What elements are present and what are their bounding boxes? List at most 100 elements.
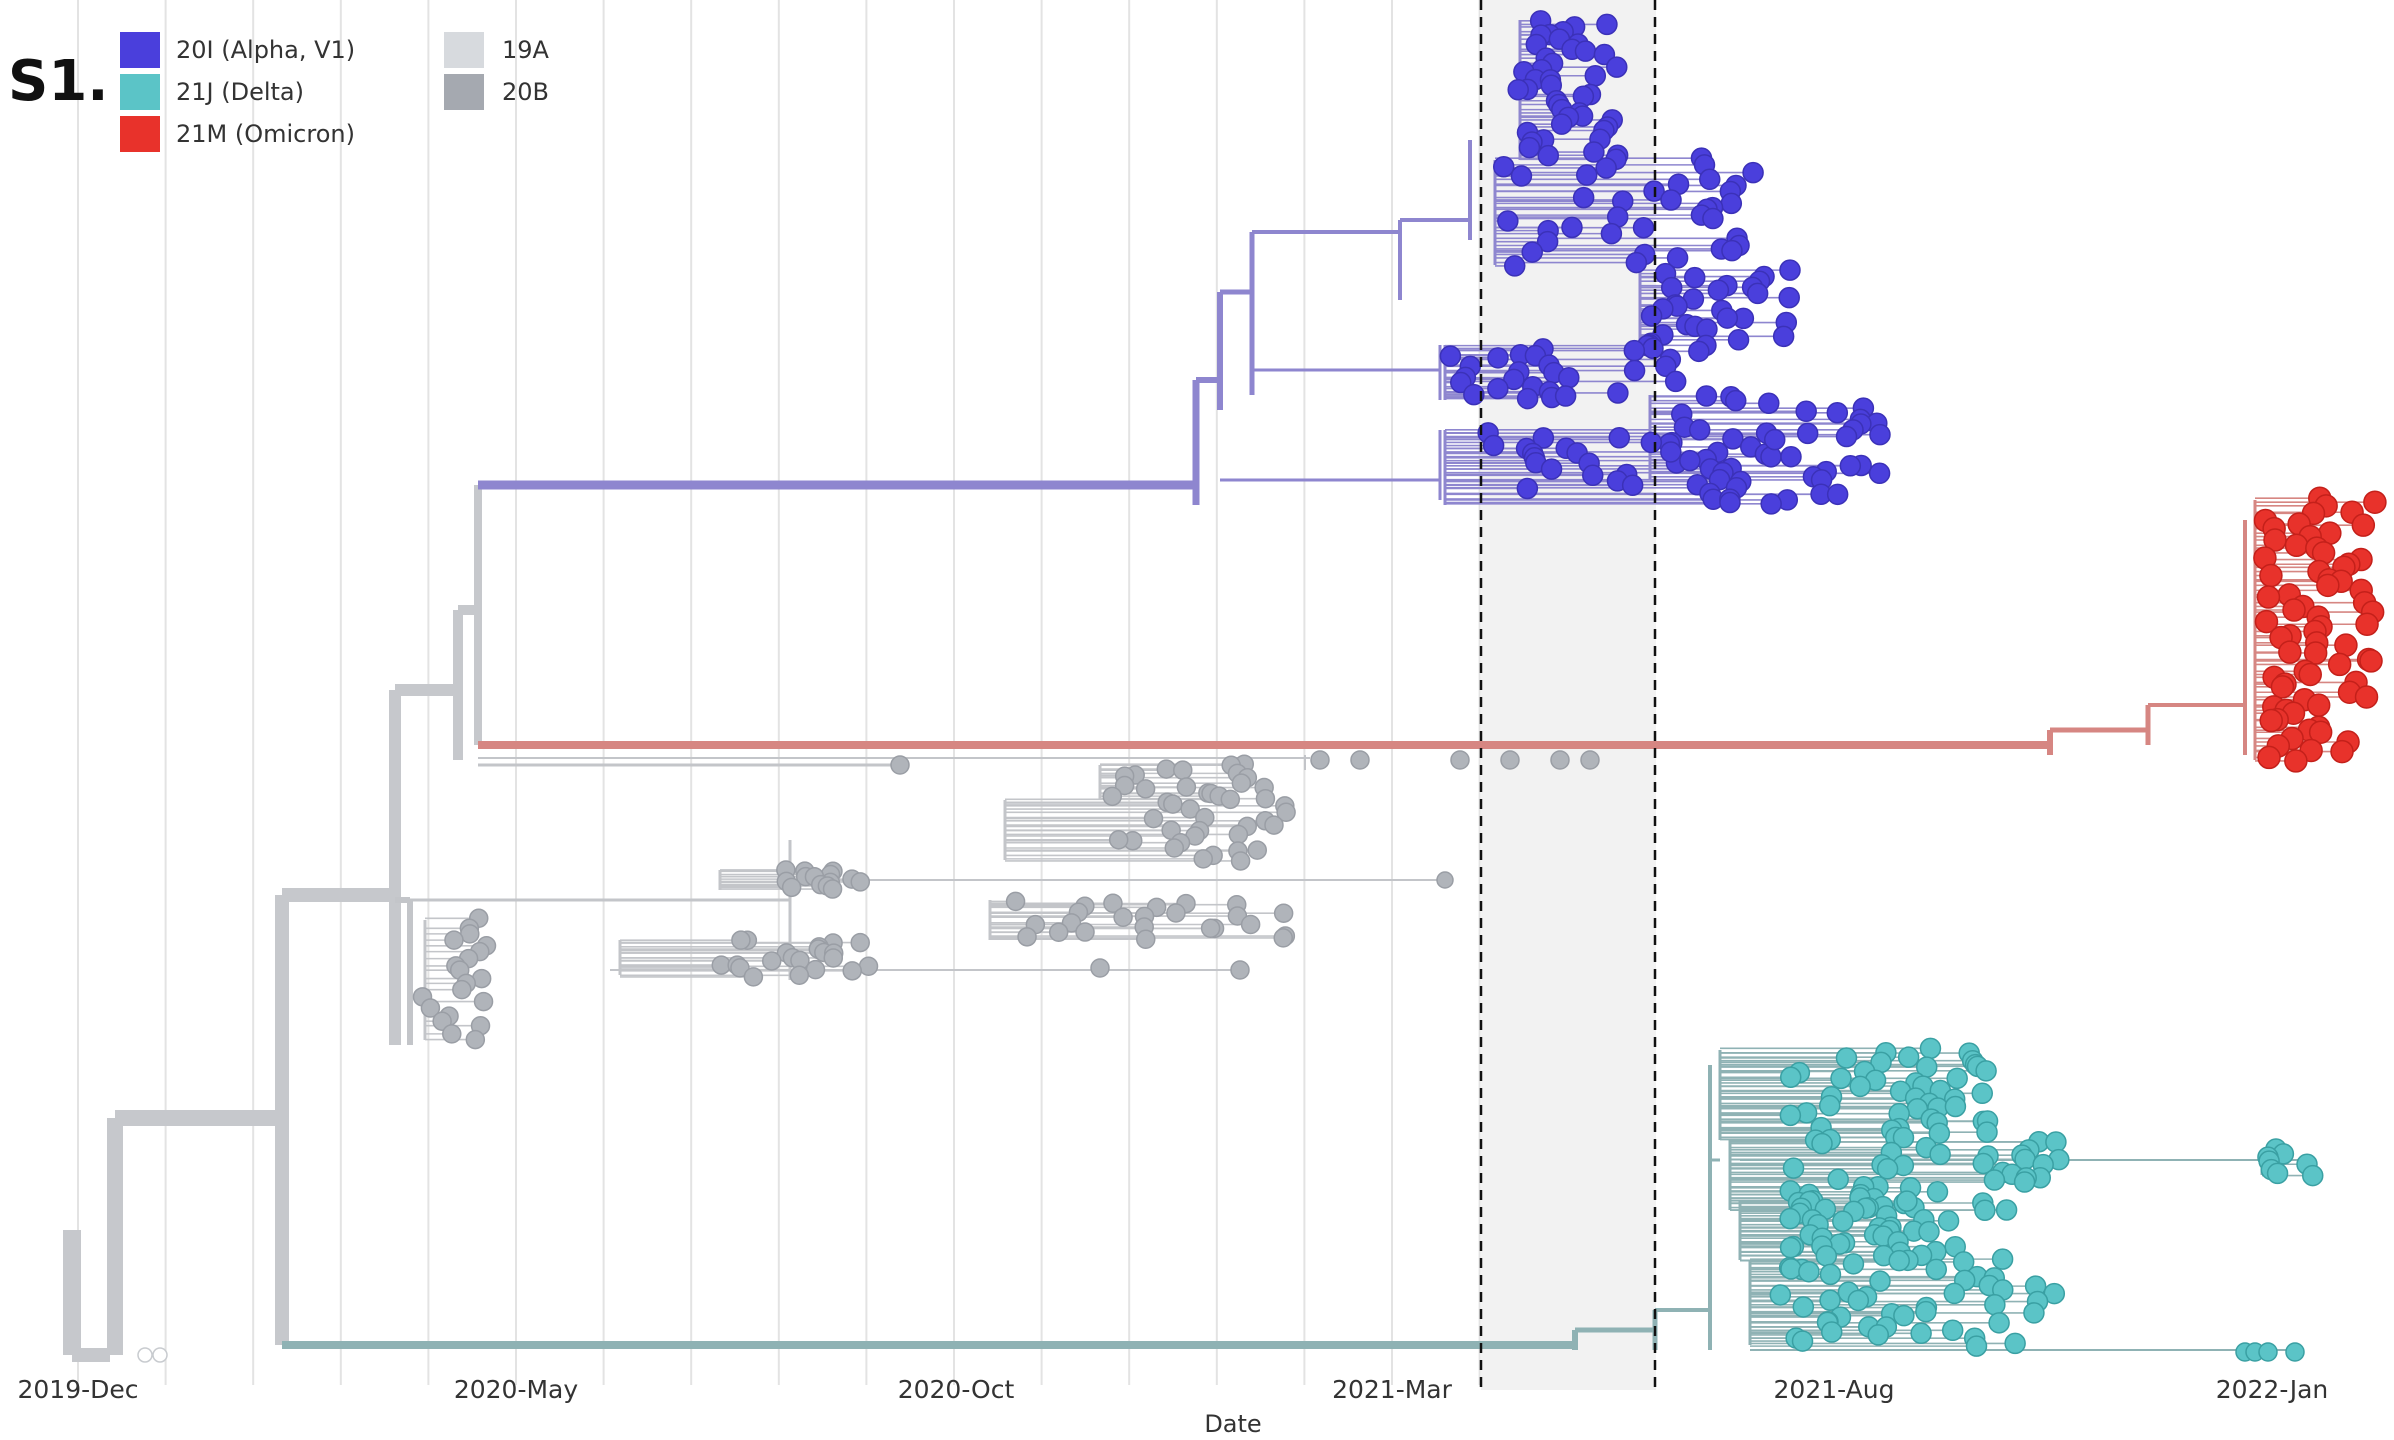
tip-node: [1247, 840, 1268, 860]
legend-label-alpha: 20I (Alpha, V1): [176, 36, 355, 64]
tip-node: [1720, 192, 1743, 215]
tip-node: [2023, 1302, 2045, 1324]
tip-node: [1623, 339, 1646, 362]
tip-node: [2298, 662, 2322, 687]
tip-node: [2259, 563, 2283, 588]
tip-node: [730, 958, 750, 978]
tip-node: [1842, 1253, 1865, 1275]
legend-swatch-omicron: [120, 116, 160, 152]
tip-node: [1869, 423, 1891, 446]
tip-node: [1583, 141, 1605, 163]
tip-node: [850, 932, 870, 953]
tip-node: [1090, 958, 1110, 978]
x-tick-label: 2019-Dec: [17, 1375, 138, 1404]
tip-node: [1103, 893, 1123, 914]
tip-node: [2351, 513, 2376, 537]
tip-node: [1835, 1047, 1858, 1069]
tip-node: [1048, 922, 1069, 943]
tip-node: [1944, 1095, 1967, 1118]
legend-swatch-20b: [444, 74, 484, 110]
tip-node: [1164, 838, 1185, 858]
tip-node: [1716, 307, 1739, 329]
legend-item-20b: 20B: [444, 74, 549, 110]
tip-node: [2359, 649, 2383, 673]
tip-node: [1746, 282, 1769, 305]
x-tick-label: 2021-Mar: [1332, 1375, 1453, 1404]
tip-node: [1572, 186, 1595, 209]
tip-node: [1919, 1037, 1942, 1060]
tip-node: [1988, 1312, 2010, 1334]
tip-node: [1975, 1060, 1997, 1082]
tip-node: [1625, 251, 1648, 274]
tip-node: [1830, 1067, 1852, 1090]
tip-node: [1760, 493, 1782, 515]
tip-node: [2327, 652, 2352, 677]
tip-node: [1983, 1169, 2006, 1191]
x-axis: 2019-Dec 2020-May 2020-Oct 2021-Mar 2021…: [17, 1375, 2328, 1438]
tip-node: [1683, 266, 1706, 289]
tip-node: [1623, 359, 1646, 382]
tip-node: [2013, 1171, 2036, 1193]
tip-node: [2363, 490, 2387, 514]
tip-node: [1507, 78, 1529, 101]
tip-node: [1230, 960, 1250, 980]
tip-node: [1156, 759, 1177, 779]
tip-node: [805, 959, 826, 980]
tip-node: [1492, 156, 1515, 178]
tip-node: [137, 1347, 153, 1363]
tip-node: [1075, 922, 1095, 942]
tip-node: [1584, 64, 1607, 87]
tip-node: [2258, 1342, 2278, 1362]
tip-node: [1779, 259, 1801, 281]
tip-node: [1780, 445, 1802, 468]
tip-node: [1273, 928, 1293, 948]
tip-node: [823, 948, 844, 968]
tip-node: [1439, 345, 1462, 367]
legend-label-omicron: 21M (Omicron): [176, 120, 355, 148]
tip-node: [1273, 903, 1294, 923]
tip-node: [1220, 789, 1241, 810]
tip-node: [1820, 1321, 1843, 1343]
legend-item-alpha: 20I (Alpha, V1): [120, 32, 355, 68]
tip-node: [1510, 165, 1533, 187]
tip-node: [1193, 849, 1213, 869]
tip-node: [1660, 441, 1682, 463]
tip-node: [2284, 533, 2309, 558]
tip-node: [1782, 1157, 1805, 1179]
tip-node: [1200, 918, 1221, 939]
tip-node: [1102, 786, 1123, 807]
tip-node: [1136, 929, 1156, 950]
tip-node: [761, 951, 782, 971]
tip-node: [1976, 1121, 1998, 1143]
tip-node: [1640, 305, 1663, 327]
tip-node: [1925, 1258, 1947, 1281]
legend-label-delta: 21J (Delta): [176, 78, 304, 106]
tip-node: [1763, 428, 1786, 451]
tip-node: [1815, 1245, 1838, 1267]
tip-node: [1679, 449, 1701, 472]
tip-node: [890, 755, 910, 775]
tip-node: [1847, 1289, 1870, 1312]
tip-node: [1574, 40, 1597, 62]
tip-node: [1896, 1190, 1918, 1212]
tip-node: [1108, 830, 1129, 850]
tree-tips: [137, 10, 2387, 1363]
tip-node: [1796, 422, 1819, 445]
tip-node: [1135, 779, 1156, 799]
legend-swatch-alpha: [120, 32, 160, 68]
tip-node: [1176, 777, 1197, 797]
tip-node: [1721, 239, 1743, 262]
tip-node: [1660, 189, 1682, 211]
tip-node: [1965, 1335, 1988, 1357]
tip-node: [1869, 1270, 1891, 1292]
tip-node: [858, 956, 879, 977]
x-tick-label: 2022-Jan: [2216, 1375, 2329, 1404]
tip-node: [1276, 802, 1296, 823]
tip-node: [1606, 56, 1628, 78]
tip-node: [1943, 1282, 1966, 1305]
tip-node: [1826, 402, 1849, 424]
tip-node: [1826, 483, 1849, 506]
grid-layer: [77, 0, 1569, 1385]
tip-node: [1758, 392, 1780, 415]
tip-node: [1926, 1181, 1949, 1203]
